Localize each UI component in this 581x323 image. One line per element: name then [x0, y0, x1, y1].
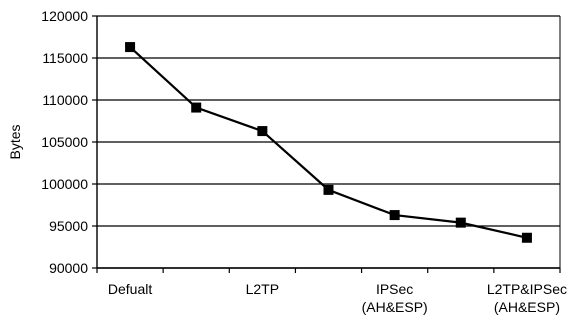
- y-tick-label: 110000: [42, 92, 88, 108]
- data-point-marker: [455, 217, 466, 228]
- data-point-marker: [125, 42, 136, 53]
- data-point-marker: [521, 232, 532, 243]
- x-category-label: Defualt: [108, 281, 152, 297]
- y-axis-label: Bytes: [7, 124, 23, 159]
- y-tick-label: 90000: [49, 260, 88, 276]
- series-group: [125, 42, 532, 243]
- x-category-label-line: L2TP&IPSec: [487, 281, 567, 297]
- x-category-label-line: IPSec: [376, 281, 413, 297]
- y-tick-label: 115000: [42, 50, 88, 66]
- x-category-label: L2TP&IPSec (AH&ESP): [487, 281, 567, 315]
- x-category-label-line: L2TP: [246, 281, 279, 297]
- x-category-label: L2TP: [246, 281, 279, 297]
- data-point-marker: [257, 126, 268, 137]
- axes: [92, 15, 561, 273]
- y-tick-label: 120000: [41, 8, 88, 24]
- x-category-label-line: Defualt: [108, 281, 152, 297]
- x-category-label: IPSec (AH&ESP): [362, 281, 428, 315]
- y-tick-label: 95000: [49, 218, 88, 234]
- y-tick-label: 105000: [41, 134, 88, 150]
- data-point-marker: [323, 184, 334, 195]
- data-point-marker: [191, 102, 202, 113]
- y-tick-label: 100000: [41, 176, 88, 192]
- x-category-labels: Defualt L2TP IPSec (AH&ESP) L2TP&IPSec (AH&ES…: [108, 281, 567, 315]
- x-category-label-line: (AH&ESP): [362, 299, 428, 315]
- x-category-label-line: (AH&ESP): [494, 299, 560, 315]
- data-point-marker: [389, 210, 400, 221]
- y-tick-labels: 90000 95000 100000 105000 110000 115000 120000: [41, 8, 88, 276]
- gridlines: [97, 15, 560, 269]
